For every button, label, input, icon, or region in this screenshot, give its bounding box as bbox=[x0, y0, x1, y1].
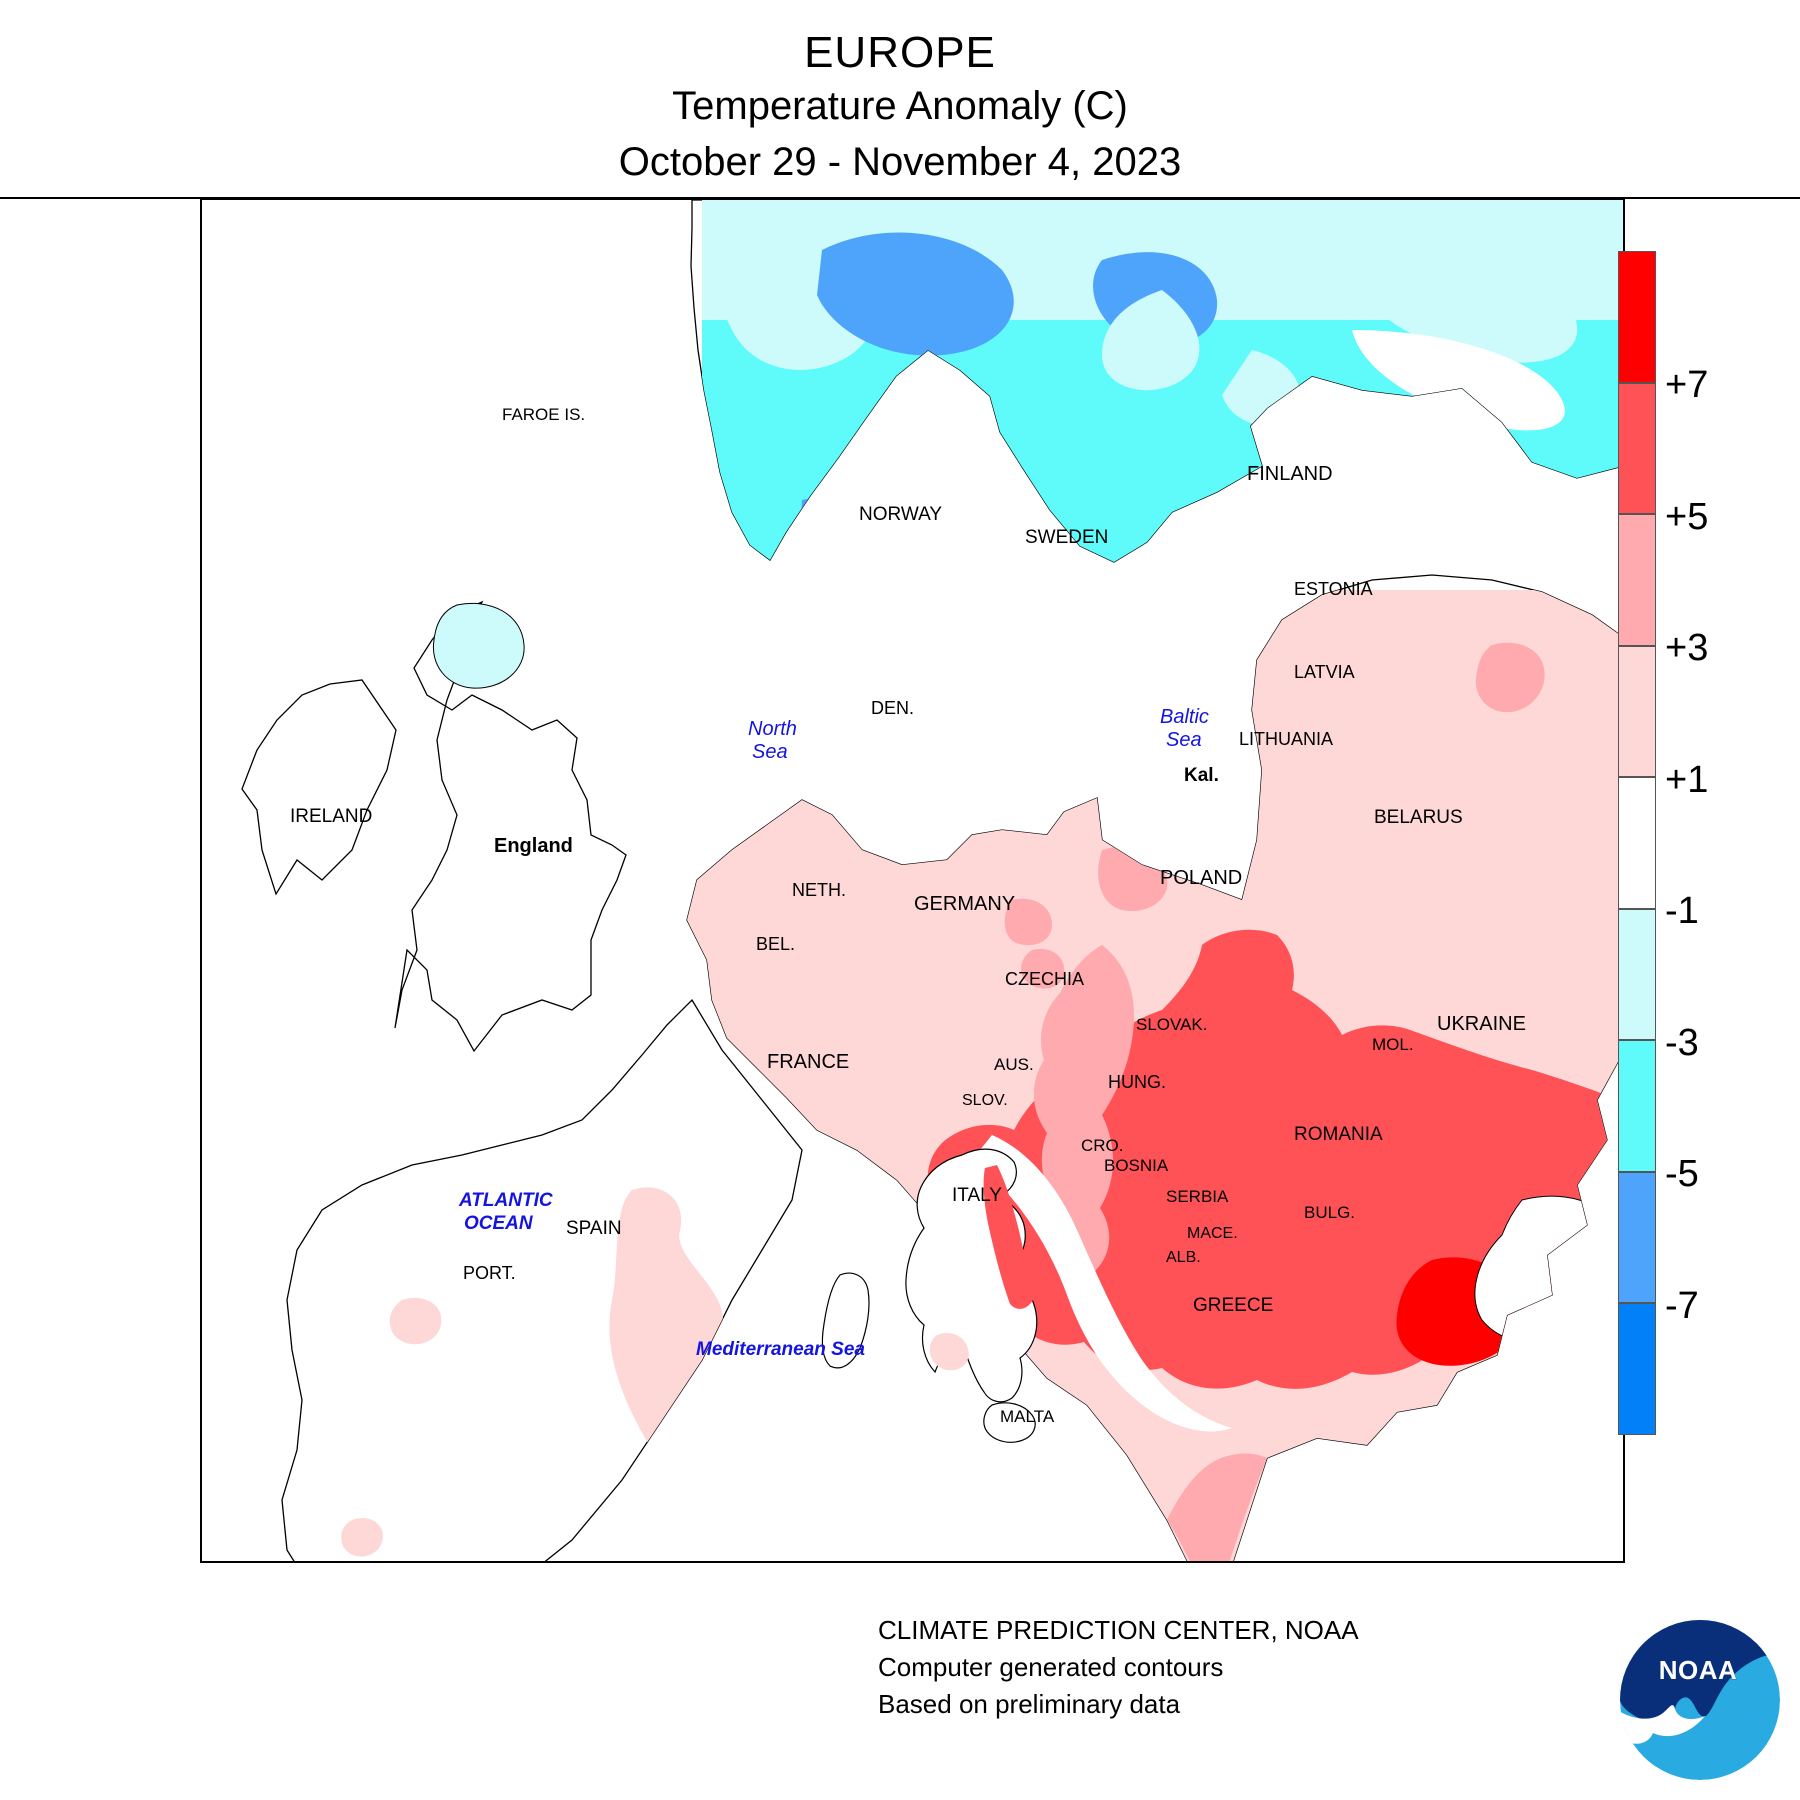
svg-text:SLOV.: SLOV. bbox=[962, 1092, 1008, 1109]
svg-text:FAROE IS.: FAROE IS. bbox=[502, 405, 585, 424]
svg-text:NETH.: NETH. bbox=[792, 880, 846, 900]
svg-text:BEL.: BEL. bbox=[756, 934, 795, 954]
svg-text:Sea: Sea bbox=[752, 741, 788, 763]
svg-text:BELARUS: BELARUS bbox=[1374, 807, 1463, 828]
svg-text:Baltic: Baltic bbox=[1160, 706, 1209, 728]
svg-text:FRANCE: FRANCE bbox=[767, 1051, 849, 1073]
svg-text:POLAND: POLAND bbox=[1160, 867, 1242, 889]
svg-text:North: North bbox=[748, 718, 797, 740]
svg-text:NOAA: NOAA bbox=[1659, 1655, 1738, 1685]
svg-text:GREECE: GREECE bbox=[1193, 1295, 1273, 1316]
svg-text:OCEAN: OCEAN bbox=[464, 1213, 534, 1234]
svg-text:NORWAY: NORWAY bbox=[859, 504, 942, 525]
svg-text:Mediterranean Sea: Mediterranean Sea bbox=[696, 1339, 865, 1360]
svg-text:ITALY: ITALY bbox=[952, 1185, 1002, 1206]
svg-text:SLOVAK.: SLOVAK. bbox=[1136, 1015, 1208, 1034]
svg-text:DEN.: DEN. bbox=[871, 698, 914, 718]
svg-text:BOSNIA: BOSNIA bbox=[1104, 1156, 1169, 1175]
svg-text:SWEDEN: SWEDEN bbox=[1025, 527, 1108, 548]
svg-text:MACE.: MACE. bbox=[1187, 1225, 1238, 1242]
svg-text:HUNG.: HUNG. bbox=[1108, 1072, 1166, 1092]
svg-text:Sea: Sea bbox=[1166, 729, 1202, 751]
svg-text:ESTONIA: ESTONIA bbox=[1294, 579, 1373, 599]
svg-text:ALB.: ALB. bbox=[1166, 1249, 1201, 1266]
svg-text:GERMANY: GERMANY bbox=[914, 893, 1015, 915]
svg-text:CRO.: CRO. bbox=[1081, 1136, 1124, 1155]
svg-text:BULG.: BULG. bbox=[1304, 1203, 1355, 1222]
svg-text:Kal.: Kal. bbox=[1184, 765, 1219, 786]
svg-text:PORT.: PORT. bbox=[463, 1263, 516, 1283]
svg-text:ATLANTIC: ATLANTIC bbox=[458, 1190, 553, 1211]
svg-text:UKRAINE: UKRAINE bbox=[1437, 1013, 1526, 1035]
svg-text:ROMANIA: ROMANIA bbox=[1294, 1124, 1383, 1145]
svg-text:FINLAND: FINLAND bbox=[1247, 463, 1333, 485]
svg-text:IRELAND: IRELAND bbox=[290, 806, 372, 827]
svg-text:MOL.: MOL. bbox=[1372, 1035, 1414, 1054]
svg-text:CZECHIA: CZECHIA bbox=[1005, 969, 1084, 989]
svg-text:LATVIA: LATVIA bbox=[1294, 662, 1355, 682]
svg-text:MALTA: MALTA bbox=[1000, 1407, 1055, 1426]
svg-text:England: England bbox=[494, 835, 573, 857]
svg-text:AUS.: AUS. bbox=[994, 1055, 1034, 1074]
svg-text:SPAIN: SPAIN bbox=[566, 1218, 622, 1239]
svg-text:LITHUANIA: LITHUANIA bbox=[1239, 729, 1333, 749]
svg-text:SERBIA: SERBIA bbox=[1166, 1187, 1229, 1206]
